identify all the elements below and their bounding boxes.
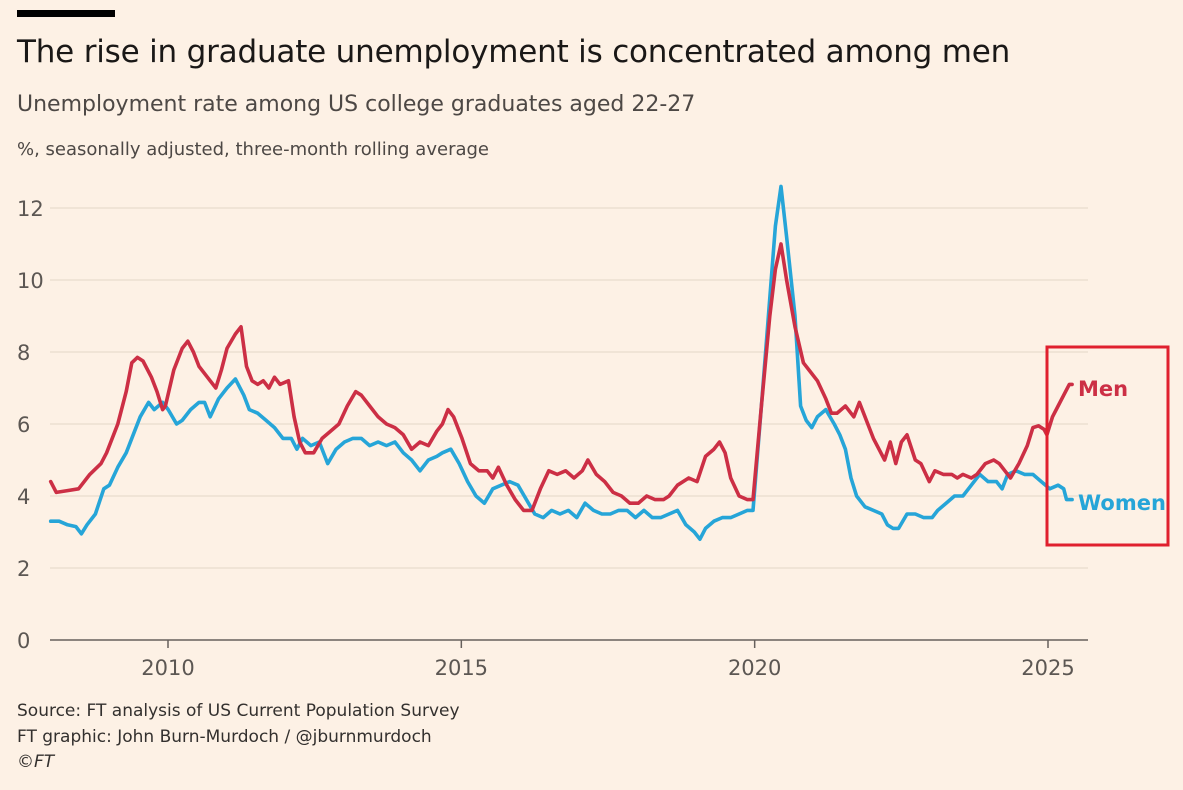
series-line-women [48,184,1074,541]
brand-bar [17,10,115,17]
highlight-box [1045,345,1170,547]
series-label-women: Women [1078,491,1166,515]
x-tick-label: 2010 [141,656,194,680]
y-tick-label: 12 [17,197,44,221]
y-tick-label: 4 [17,485,30,509]
x-tick-label: 2020 [728,656,781,680]
credit-note: FT graphic: John Burn-Murdoch / @jburnmu… [17,727,432,747]
chart-title: The rise in graduate unemployment is con… [17,34,1011,70]
series-label-men: Men [1078,377,1128,401]
unit-note: %, seasonally adjusted, three-month roll… [17,139,489,160]
x-tick-label: 2015 [435,656,488,680]
chart-subtitle: Unemployment rate among US college gradu… [17,92,696,117]
series-line-men [48,242,1074,513]
x-tick-label: 2025 [1021,656,1074,680]
y-tick-label: 0 [17,629,30,653]
y-tick-label: 2 [17,557,30,581]
copyright: ©FT [17,752,55,772]
source-note: Source: FT analysis of US Current Popula… [17,701,460,721]
y-tick-label: 6 [17,413,30,437]
y-tick-label: 10 [17,269,44,293]
y-tick-label: 8 [17,341,30,365]
